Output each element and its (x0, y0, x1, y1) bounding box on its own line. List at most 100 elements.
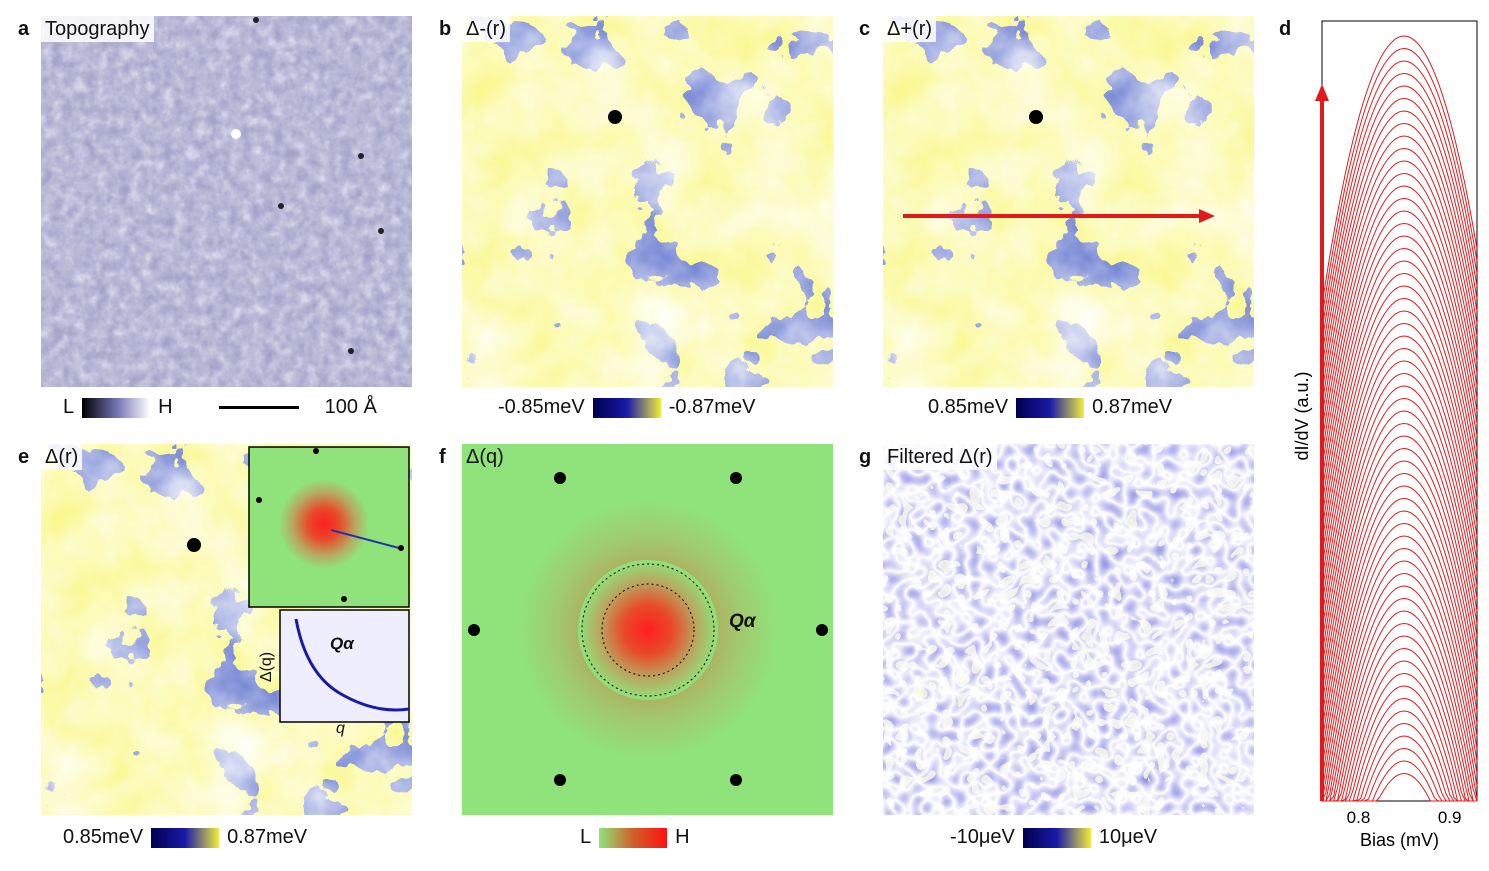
cbar-high-label: 0.87meV (1092, 396, 1173, 418)
cbar-low-label: L (63, 396, 75, 418)
colorbar-gradient (1022, 827, 1091, 848)
spectrum-line (1321, 372, 1478, 643)
panel-f-title: Δ(q) (466, 446, 504, 468)
panel-g-title: Filtered Δ(r) (883, 444, 997, 470)
spectra-chart: 0.8 0.9 Bias (mV) dI/dV (a.u.) (1272, 16, 1486, 866)
offset-arrow-head (1315, 84, 1329, 101)
cbar-low-label: 0.85meV (63, 826, 144, 848)
spectrum-line (1321, 447, 1478, 718)
panel-c-colorbar: 0.85meV 0.87meV (928, 396, 1172, 419)
spectrum-line (1321, 60, 1478, 331)
spectrum-line (1321, 35, 1478, 306)
spectrum-line (1321, 547, 1478, 802)
cbar-high-label: 10μeV (1098, 826, 1158, 848)
panel-g-colorbar: -10μeV 10μeV (950, 826, 1157, 849)
delta-minus-map (462, 16, 833, 387)
spectrum-line (1321, 535, 1478, 802)
panel-g-letter: g (859, 446, 872, 468)
spectrum-line (1321, 435, 1478, 706)
spectrum-line (1321, 47, 1478, 318)
spectrum-line (1321, 135, 1478, 406)
panel-b-colorbar: -0.85meV -0.87meV (498, 396, 755, 419)
spectrum-line (1321, 235, 1478, 506)
spectrum-line (1321, 147, 1478, 418)
panel-a-letter: a (18, 18, 30, 40)
cbar-high-label: 0.87meV (227, 826, 308, 848)
spectrum-line (1321, 385, 1478, 656)
spectrum-line (1321, 197, 1478, 468)
scale-bar-label: 100 Å (324, 396, 377, 418)
fft-map (462, 444, 833, 815)
spectrum-line (1322, 772, 1477, 802)
filtered-map (883, 444, 1254, 815)
spectrum-line (1321, 510, 1478, 781)
spectrum-line (1322, 610, 1477, 802)
q-alpha-marker: Qα (729, 611, 756, 632)
spectrum-line (1322, 647, 1477, 802)
spectrum-line (1321, 97, 1478, 368)
panel-a-colorbar: L H 100 Å (63, 396, 377, 419)
scale-bar (218, 406, 299, 409)
panel-e-colorbar: 0.85meV 0.87meV (63, 826, 307, 849)
cbar-low-label: L (580, 826, 592, 848)
spectrum-line (1322, 597, 1478, 802)
spectrum-line (1321, 410, 1478, 681)
panel-f-letter: f (439, 446, 446, 468)
spectrum-line (1322, 622, 1477, 802)
cbar-low-label: 0.85meV (928, 396, 1009, 418)
spectrum-line (1321, 72, 1478, 343)
spectrum-line (1321, 310, 1478, 581)
spectrum-line (1321, 247, 1478, 518)
spectrum-line (1321, 210, 1478, 481)
inset-marker: Qα (330, 634, 354, 653)
panel-c-letter: c (859, 18, 871, 40)
spectrum-line (1321, 497, 1478, 768)
topography-map (41, 16, 412, 387)
spectrum-line (1321, 297, 1478, 568)
panel-a-title: Topography (41, 16, 154, 42)
panel-f-colorbar: L H (580, 826, 690, 849)
delta-map (41, 444, 412, 815)
spectrum-line (1322, 760, 1477, 802)
spectrum-line (1322, 635, 1477, 802)
spectrum-line (1321, 185, 1478, 456)
spectrum-line (1322, 585, 1478, 802)
spectrum-line (1321, 85, 1478, 356)
cbar-high-label: -0.87meV (668, 396, 756, 418)
spectrum-line (1321, 160, 1478, 431)
spectrum-line (1321, 472, 1478, 743)
spectrum-line (1321, 272, 1478, 543)
spectrum-line (1321, 260, 1478, 531)
spectrum-line (1321, 222, 1478, 493)
inset-xlabel: q (336, 720, 345, 737)
spectrum-line (1321, 322, 1478, 593)
panel-b-title: Δ-(r) (462, 16, 510, 42)
colorbar-gradient (151, 827, 220, 848)
x-tick-label: 0.8 (1347, 808, 1371, 827)
spectrum-line (1322, 685, 1477, 802)
colorbar-gradient (82, 397, 151, 418)
spectrum-line (1322, 660, 1477, 802)
spectrum-line (1321, 172, 1478, 443)
cbar-low-label: -0.85meV (498, 396, 585, 418)
spectrum-line (1321, 397, 1478, 668)
cbar-high-label: H (158, 396, 173, 418)
x-axis-label: Bias (mV) (1360, 830, 1439, 850)
panel-e-title: Δ(r) (41, 444, 83, 470)
spectrum-line (1321, 522, 1478, 793)
spectrum-line (1321, 347, 1478, 618)
delta-plus-map (883, 16, 1254, 387)
spectrum-line (1321, 335, 1478, 606)
panel-c-title: Δ+(r) (883, 16, 937, 42)
inset-ylabel: Δ(q) (258, 651, 276, 683)
panel-b-letter: b (439, 18, 452, 40)
panel-d-letter: d (1279, 18, 1292, 40)
spectrum-line (1321, 485, 1478, 756)
spectrum-line (1322, 572, 1478, 802)
cbar-high-label: H (675, 826, 690, 848)
colorbar-gradient (592, 397, 661, 418)
colorbar-gradient (1016, 397, 1085, 418)
spectrum-line (1321, 122, 1478, 393)
spectrum-line (1322, 560, 1478, 802)
spectrum-line (1321, 110, 1478, 381)
